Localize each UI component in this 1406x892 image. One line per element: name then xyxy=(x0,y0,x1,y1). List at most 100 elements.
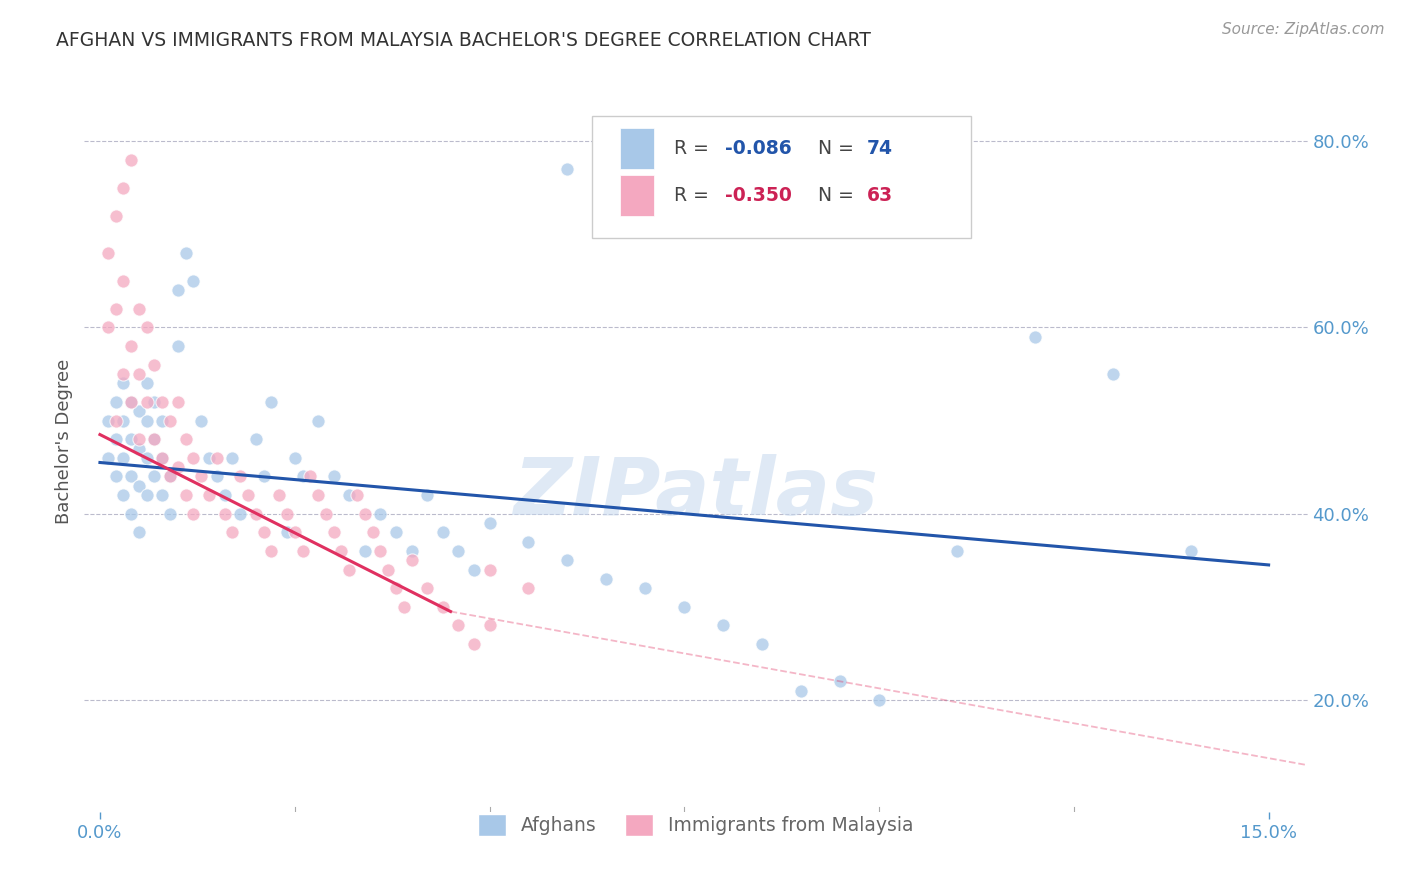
Text: R =: R = xyxy=(673,186,714,205)
Point xyxy=(135,376,157,391)
Point xyxy=(150,450,173,465)
Point xyxy=(97,450,120,465)
Point xyxy=(353,544,375,558)
Point xyxy=(447,618,470,632)
Point xyxy=(392,599,415,614)
Point xyxy=(711,618,734,632)
Point xyxy=(245,507,267,521)
Point xyxy=(1180,544,1202,558)
Point xyxy=(159,507,181,521)
Point xyxy=(229,507,252,521)
FancyBboxPatch shape xyxy=(620,175,654,216)
Text: ZIPatlas: ZIPatlas xyxy=(513,454,879,533)
Point xyxy=(557,162,579,177)
Point xyxy=(135,414,157,428)
FancyBboxPatch shape xyxy=(592,116,972,238)
Point xyxy=(432,599,454,614)
Point xyxy=(198,450,221,465)
Point xyxy=(128,479,150,493)
Point xyxy=(245,432,267,446)
Point xyxy=(128,404,150,418)
Point xyxy=(120,432,142,446)
Point xyxy=(112,376,135,391)
Point xyxy=(198,488,221,502)
Point xyxy=(416,488,439,502)
Point xyxy=(276,525,298,540)
Point xyxy=(1024,330,1046,344)
Point xyxy=(401,544,423,558)
Point xyxy=(432,525,454,540)
Point xyxy=(478,618,501,632)
Point xyxy=(135,395,157,409)
Point xyxy=(150,414,173,428)
Point xyxy=(315,507,337,521)
Point xyxy=(166,395,188,409)
Point xyxy=(205,469,228,483)
Point xyxy=(284,450,307,465)
Point xyxy=(128,442,150,456)
Point xyxy=(104,395,127,409)
Point xyxy=(159,469,181,483)
Point xyxy=(190,414,212,428)
Point xyxy=(150,450,173,465)
Point xyxy=(143,469,166,483)
Text: N =: N = xyxy=(818,139,860,158)
Point xyxy=(214,488,236,502)
Point xyxy=(150,488,173,502)
Point xyxy=(104,469,127,483)
Point xyxy=(385,581,408,595)
Point xyxy=(385,525,408,540)
Point xyxy=(205,450,228,465)
Point xyxy=(463,563,485,577)
Point xyxy=(830,674,852,689)
Point xyxy=(112,488,135,502)
Point xyxy=(337,563,360,577)
Point xyxy=(104,432,127,446)
Point xyxy=(307,488,329,502)
Point xyxy=(135,488,157,502)
Point xyxy=(112,414,135,428)
Point xyxy=(322,525,344,540)
Point xyxy=(190,469,212,483)
Point xyxy=(299,469,322,483)
Point xyxy=(557,553,579,567)
Point xyxy=(260,544,283,558)
Point xyxy=(120,395,142,409)
Point xyxy=(135,320,157,334)
Point xyxy=(104,301,127,316)
Point xyxy=(112,274,135,288)
Point xyxy=(370,507,392,521)
Text: 74: 74 xyxy=(868,139,893,158)
Point xyxy=(307,414,329,428)
Point xyxy=(517,534,540,549)
Point xyxy=(291,544,314,558)
Point xyxy=(276,507,298,521)
Text: R =: R = xyxy=(673,139,714,158)
Point xyxy=(221,525,243,540)
Text: 63: 63 xyxy=(868,186,893,205)
Point xyxy=(174,432,197,446)
Point xyxy=(112,181,135,195)
Point xyxy=(284,525,307,540)
Point xyxy=(595,572,617,586)
Point xyxy=(150,395,173,409)
Point xyxy=(447,544,470,558)
Text: AFGHAN VS IMMIGRANTS FROM MALAYSIA BACHELOR'S DEGREE CORRELATION CHART: AFGHAN VS IMMIGRANTS FROM MALAYSIA BACHE… xyxy=(56,31,872,50)
Point xyxy=(673,599,696,614)
Point xyxy=(120,507,142,521)
Point xyxy=(478,563,501,577)
Point xyxy=(97,320,120,334)
Point xyxy=(104,209,127,223)
Point xyxy=(361,525,384,540)
Point xyxy=(128,525,150,540)
Point xyxy=(377,563,399,577)
Point xyxy=(166,283,188,297)
Point xyxy=(159,469,181,483)
Point xyxy=(159,414,181,428)
Point xyxy=(751,637,773,651)
Point xyxy=(260,395,283,409)
Point xyxy=(120,469,142,483)
Point xyxy=(416,581,439,595)
Point xyxy=(120,339,142,353)
Text: -0.086: -0.086 xyxy=(725,139,792,158)
